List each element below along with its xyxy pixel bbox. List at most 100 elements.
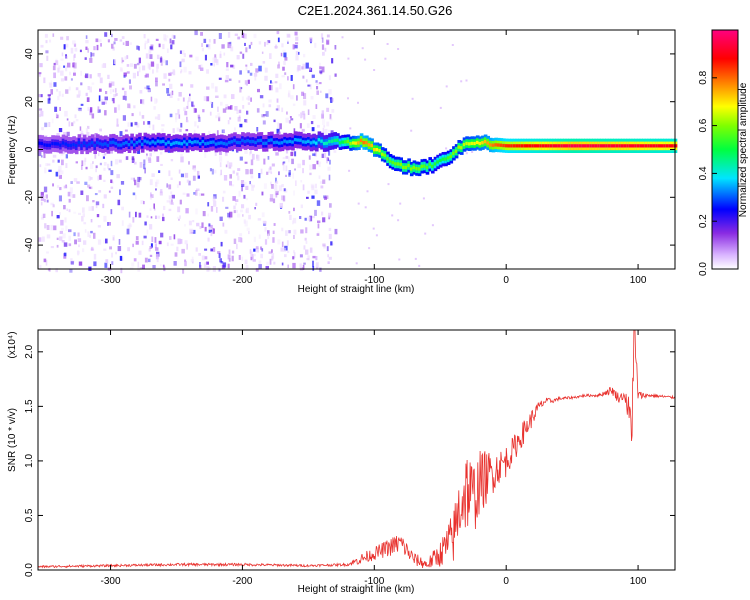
noise-cell — [144, 86, 147, 89]
noise-cell — [171, 34, 175, 39]
noise-cell — [83, 159, 86, 166]
noise-cell — [386, 43, 389, 45]
ridge-core — [386, 157, 390, 161]
ridge-core — [151, 140, 155, 144]
noise-cell — [180, 156, 184, 163]
noise-cell — [194, 108, 197, 113]
noise-cell — [439, 106, 442, 109]
ridge-core — [552, 144, 556, 148]
noise-cell — [115, 251, 117, 255]
noise-cell — [245, 81, 248, 86]
noise-cell — [243, 33, 247, 39]
noise-cell — [87, 107, 91, 111]
noise-cell — [107, 39, 110, 42]
noise-cell — [148, 49, 152, 54]
noise-cell — [179, 215, 181, 219]
noise-cell — [321, 211, 324, 216]
noise-cell — [293, 190, 295, 196]
noise-cell — [204, 152, 207, 158]
noise-cell — [135, 236, 139, 240]
ridge-core — [312, 140, 316, 144]
noise-cell — [225, 68, 229, 71]
noise-cell — [223, 94, 227, 99]
noise-cell — [169, 92, 173, 98]
noise-cell — [199, 64, 203, 70]
noise-cell — [240, 180, 245, 185]
noise-cell — [276, 31, 280, 35]
noise-cell — [283, 247, 287, 252]
noise-cell — [79, 49, 82, 53]
noise-cell — [260, 246, 263, 250]
noise-cell — [259, 95, 264, 99]
noise-cell — [103, 153, 107, 156]
ridge-core — [497, 143, 501, 147]
noise-cell — [244, 259, 248, 265]
noise-cell — [87, 86, 90, 90]
noise-cell — [180, 71, 182, 74]
noise-cell — [319, 70, 323, 74]
noise-cell — [217, 112, 220, 119]
noise-cell — [168, 195, 172, 200]
noise-cell — [269, 194, 274, 200]
x-tick-label: 100 — [630, 576, 647, 587]
noise-cell — [222, 190, 226, 194]
noise-cell — [269, 198, 273, 202]
noise-cell — [239, 233, 243, 237]
noise-cell — [89, 234, 91, 238]
ridge-core — [267, 138, 272, 142]
noise-cell — [219, 258, 222, 263]
noise-cell — [62, 233, 66, 239]
noise-cell — [124, 56, 127, 60]
noise-cell — [212, 57, 216, 64]
noise-cell — [39, 264, 42, 269]
noise-cell — [121, 87, 125, 91]
noise-cell — [234, 127, 236, 131]
noise-cell — [68, 243, 72, 247]
noise-cell — [220, 169, 222, 175]
noise-cell — [50, 89, 53, 95]
ridge-core — [159, 140, 163, 144]
noise-cell — [249, 149, 252, 154]
noise-cell — [166, 184, 170, 187]
noise-cell — [208, 130, 211, 135]
noise-cell — [126, 55, 129, 59]
ridge-core — [536, 144, 541, 148]
noise-cell — [91, 82, 95, 85]
noise-cell — [230, 184, 235, 187]
ridge-core — [441, 157, 446, 161]
noise-cell — [159, 191, 163, 196]
noise-cell — [247, 169, 251, 174]
ridge-core — [183, 140, 187, 144]
noise-cell — [197, 170, 200, 176]
noise-cell — [46, 251, 49, 254]
noise-cell — [47, 163, 51, 166]
noise-cell — [58, 174, 62, 179]
noise-cell — [112, 46, 115, 51]
noise-cell — [47, 94, 51, 97]
noise-cell — [41, 127, 44, 131]
noise-cell — [124, 129, 128, 132]
noise-cell — [274, 181, 277, 186]
noise-cell — [244, 148, 248, 154]
noise-cell — [253, 236, 256, 243]
noise-cell — [60, 36, 64, 40]
noise-cell — [98, 39, 102, 43]
noise-cell — [143, 159, 146, 165]
ridge-core — [328, 140, 332, 144]
noise-cell — [137, 176, 141, 183]
noise-cell — [261, 191, 264, 196]
noise-cell — [207, 213, 209, 217]
ridge-core — [660, 144, 665, 148]
noise-cell — [303, 113, 306, 120]
noise-cell — [227, 106, 232, 110]
noise-cell — [146, 85, 150, 90]
noise-cell — [210, 63, 213, 66]
noise-cell — [165, 35, 169, 38]
noise-cell — [243, 194, 246, 199]
ridge-core — [531, 144, 535, 148]
noise-cell — [301, 128, 305, 132]
noise-cell — [200, 67, 204, 71]
noise-cell — [316, 233, 320, 236]
spectrogram-x-ticks: -300 -200 -100 0 100 — [101, 30, 647, 286]
